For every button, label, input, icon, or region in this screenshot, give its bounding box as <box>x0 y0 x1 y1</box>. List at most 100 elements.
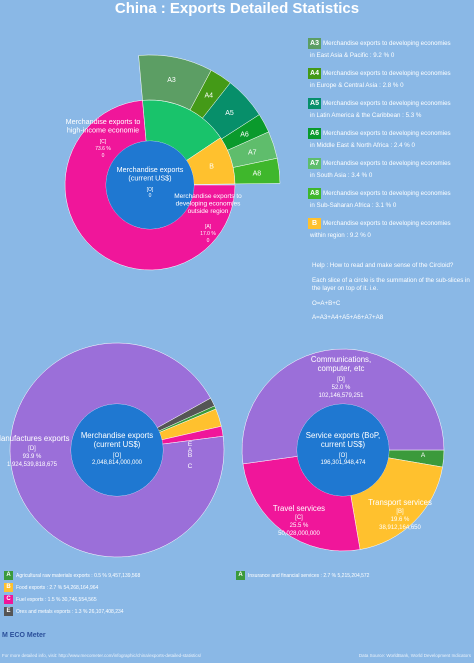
legend-badge: A <box>4 571 13 580</box>
slice-label: A3 <box>167 77 176 84</box>
legend-item-a4: A4 Merchandise exports to developing econ… <box>308 68 474 98</box>
slice-a-name: Merchandise exports to <box>174 193 242 200</box>
legend-item-a5: A5 Merchandise exports to developing econ… <box>308 98 474 128</box>
slice-d-name: Communications, <box>311 355 371 364</box>
legend-item-a3: A3 Merchandise exports to developing econ… <box>308 38 474 68</box>
slice-e-label: E <box>188 441 193 448</box>
legend-item-a: A Insurance and financial services : 2.7 … <box>236 571 369 583</box>
legend-text: Agricultural raw materials exports : 0.5… <box>16 572 141 579</box>
legend-badge: A6 <box>308 128 321 139</box>
legend-text: Insurance and financial services : 2.7 %… <box>248 572 370 579</box>
slice-d-code: [D] <box>28 446 36 452</box>
legend-text-line2: in Europe & Central Asia : 2.8 % 0 <box>310 82 404 89</box>
slice-label: A4 <box>204 92 213 99</box>
legend-badge: A8 <box>308 188 321 199</box>
legend-badge: E <box>4 607 13 616</box>
center-title: (current US$) <box>94 440 141 449</box>
slice-a-name: outside region <box>188 208 229 215</box>
center-title: (current US$) <box>128 173 171 182</box>
legend-service-categories: A Insurance and financial services : 2.7 … <box>236 571 369 583</box>
legend-text-line1: Merchandise exports to developing econom… <box>323 40 451 47</box>
slice-a-label: A <box>421 452 426 459</box>
legend-subregions: A3 Merchandise exports to developing econ… <box>308 38 474 248</box>
slice-c-code: [C] <box>295 515 303 521</box>
footer-data-source: Data Source: WorldBank, World Developmen… <box>358 653 471 658</box>
legend-text-line1: Merchandise exports to developing econom… <box>323 70 451 77</box>
center-circle <box>71 404 163 496</box>
legend-badge: B <box>4 583 13 592</box>
center-title: Service exports (BoP, <box>306 431 380 440</box>
center-circle <box>297 404 389 496</box>
legend-badge: A4 <box>308 68 321 79</box>
legend-badge: A <box>236 571 245 580</box>
legend-text: Ores and metals exports : 1.3 % 26,107,4… <box>16 608 124 615</box>
slice-a8 <box>232 157 281 185</box>
legend-text-line1: Merchandise exports to developing econom… <box>323 220 451 227</box>
slice-b-code: [B] <box>396 509 404 515</box>
slice-c-name: Merchandise exports to <box>66 117 141 126</box>
slice-d-percent: 93.9 % <box>23 454 42 460</box>
legend-text-line2: in Sub-Saharan Africa : 3.1 % 0 <box>310 202 397 209</box>
slice-a-value: 0 <box>207 238 210 244</box>
legend-text-line2: in Middle East & North Africa : 2.4 % 0 <box>310 142 415 149</box>
slice-b-label: B <box>209 163 214 170</box>
center-title: Merchandise exports <box>81 431 153 440</box>
slice-d-name: computer, etc <box>318 364 365 373</box>
legend-merchandise-categories: A Agricultural raw materials exports : 0.… <box>4 571 140 619</box>
slice-c-percent: 73.6 % <box>95 146 111 152</box>
help-formula-a: A=A3+A4+A5+A6+A7+A8 <box>312 314 384 321</box>
center-title: current US$) <box>321 440 366 449</box>
slice-c-name: high-income economie <box>67 125 139 134</box>
slice-d-name: Manufactures exports <box>0 434 70 443</box>
page-title: China : Exports Detailed Statistics <box>114 0 360 17</box>
slice-b-percent: 19.6 % <box>391 517 410 523</box>
slice-label: A8 <box>253 171 262 178</box>
slice-label: A7 <box>248 149 257 156</box>
legend-item-b: B Food exports : 2.7 % 54,268,164,964 <box>4 583 140 595</box>
slice-c-value: 0 <box>102 153 105 159</box>
slice-b-value: 38,912,164,650 <box>379 525 421 531</box>
legend-text: Fuel exports : 1.5 % 30,746,554,565 <box>16 596 97 603</box>
legend-text-line1: Merchandise exports to developing econom… <box>323 100 451 107</box>
center-code: [O] <box>339 453 347 459</box>
slice-d-percent: 52.0 % <box>332 385 351 391</box>
slice-d-code: [D] <box>337 377 345 383</box>
slice-c-code: [C] <box>100 139 107 145</box>
slice-d-value: 102,146,579,251 <box>318 393 364 399</box>
center-title: Merchandise exports <box>117 165 184 174</box>
legend-text: Food exports : 2.7 % 54,268,164,964 <box>16 584 99 591</box>
legend-text-line2: within region : 9.2 % 0 <box>310 232 371 239</box>
slice-c-name: Travel services <box>273 504 325 513</box>
legend-item-c: C Fuel exports : 1.5 % 30,746,554,565 <box>4 595 140 607</box>
slice-a-name: developing economies <box>176 200 241 207</box>
center-value: 196,301,948,474 <box>320 460 366 466</box>
mecometer-logo: M ECO Meter <box>2 632 46 639</box>
slice-b-name: Transport services <box>368 498 432 507</box>
slice-a-code: [A] <box>205 224 212 230</box>
slice-a-label: A <box>188 447 193 454</box>
slice-label: A6 <box>240 131 249 138</box>
legend-item-a7: A7 Merchandise exports to developing econ… <box>308 158 474 188</box>
legend-badge: A5 <box>308 98 321 109</box>
help-title: Help : How to read and make sense of the… <box>312 262 454 269</box>
legend-text-line2: in East Asia & Pacific : 9.2 % 0 <box>310 52 395 59</box>
legend-item-b: B Merchandise exports to developing econo… <box>308 218 474 248</box>
slice-c-label: C <box>188 463 193 470</box>
legend-item-a: A Agricultural raw materials exports : 0.… <box>4 571 140 583</box>
center-circle <box>106 141 194 229</box>
slice-b-label: B <box>188 452 192 459</box>
legend-badge: A7 <box>308 158 321 169</box>
slice-a-percent: 17.0 % <box>200 231 216 237</box>
center-code: [O] <box>147 187 154 193</box>
slice-label: A5 <box>225 110 234 117</box>
legend-badge: B <box>308 218 321 229</box>
legend-text-line1: Merchandise exports to developing econom… <box>323 190 451 197</box>
legend-text-line2: in South Asia : 3.4 % 0 <box>310 172 373 179</box>
footer-source-link[interactable]: For more detailed info, visit: http://ww… <box>2 653 202 658</box>
slice-d-value: 1,924,539,818,675 <box>7 462 58 468</box>
help-box: Help : How to read and make sense of the… <box>312 262 472 329</box>
legend-text-line2: in Latin America & the Caribbean : 5.3 % <box>310 112 422 119</box>
legend-text-line1: Merchandise exports to developing econom… <box>323 130 451 137</box>
legend-item-e: E Ores and metals exports : 1.3 % 26,107,… <box>4 607 140 619</box>
